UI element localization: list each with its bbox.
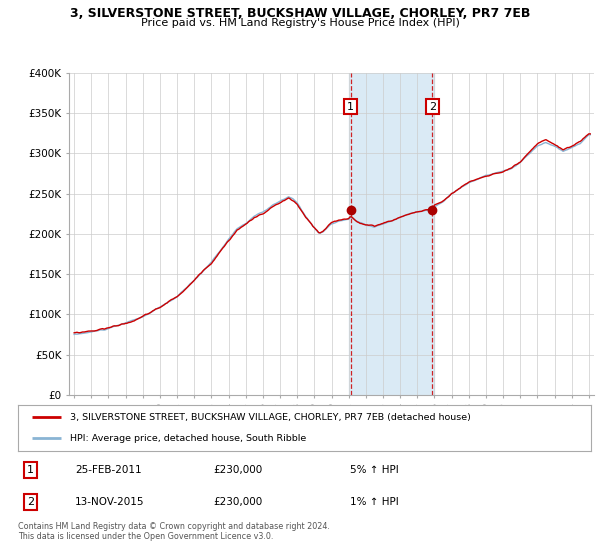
Text: This data is licensed under the Open Government Licence v3.0.: This data is licensed under the Open Gov… [18,532,274,541]
Text: £230,000: £230,000 [213,465,262,475]
Text: 1: 1 [27,465,34,475]
Text: HPI: Average price, detached house, South Ribble: HPI: Average price, detached house, Sout… [70,434,306,443]
Text: 1: 1 [347,101,354,111]
Text: 2: 2 [428,101,436,111]
Text: Contains HM Land Registry data © Crown copyright and database right 2024.: Contains HM Land Registry data © Crown c… [18,522,330,531]
Text: £230,000: £230,000 [213,497,262,507]
Text: 1% ↑ HPI: 1% ↑ HPI [350,497,399,507]
Text: Price paid vs. HM Land Registry's House Price Index (HPI): Price paid vs. HM Land Registry's House … [140,18,460,29]
Text: 3, SILVERSTONE STREET, BUCKSHAW VILLAGE, CHORLEY, PR7 7EB (detached house): 3, SILVERSTONE STREET, BUCKSHAW VILLAGE,… [70,413,470,422]
Text: 13-NOV-2015: 13-NOV-2015 [76,497,145,507]
Text: 5% ↑ HPI: 5% ↑ HPI [350,465,399,475]
Text: 25-FEB-2011: 25-FEB-2011 [76,465,142,475]
Bar [349,73,434,395]
Text: 2: 2 [27,497,34,507]
Text: 3, SILVERSTONE STREET, BUCKSHAW VILLAGE, CHORLEY, PR7 7EB: 3, SILVERSTONE STREET, BUCKSHAW VILLAGE,… [70,7,530,20]
